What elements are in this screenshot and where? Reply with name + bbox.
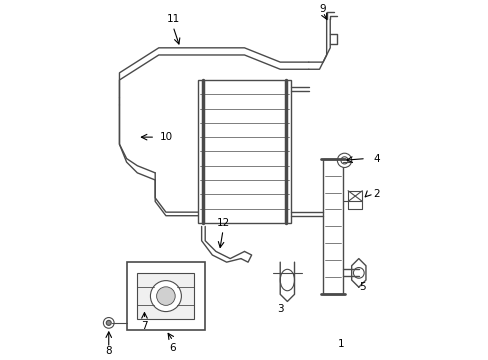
Text: 11: 11 [166,14,179,24]
Circle shape [337,153,351,167]
Ellipse shape [280,269,294,291]
Text: 4: 4 [373,154,379,163]
Bar [126,262,205,330]
Circle shape [150,280,181,311]
Text: 9: 9 [319,4,325,14]
Text: 2: 2 [373,189,379,199]
Text: 8: 8 [105,346,112,356]
Text: 10: 10 [159,132,172,142]
Circle shape [103,318,114,328]
Text: 1: 1 [337,339,344,349]
Circle shape [106,320,111,325]
Text: 5: 5 [358,282,365,292]
Text: 6: 6 [169,343,176,353]
Bar [137,273,194,319]
Circle shape [353,267,364,278]
Text: 3: 3 [276,303,283,314]
Text: 12: 12 [216,218,229,228]
Circle shape [156,287,175,305]
Bar [323,158,342,294]
Circle shape [340,157,347,164]
Text: 7: 7 [141,321,147,332]
Bar [198,80,290,223]
